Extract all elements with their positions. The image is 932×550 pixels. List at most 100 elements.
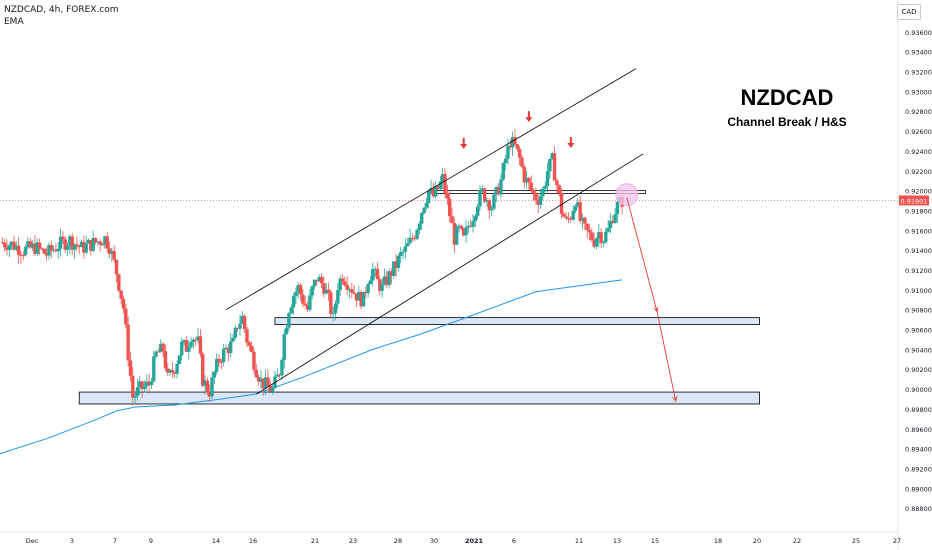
candle-body	[58, 236, 63, 249]
candle-body	[238, 323, 242, 329]
candle-body	[534, 193, 538, 200]
candle-body	[345, 284, 349, 290]
candle-body	[552, 153, 557, 181]
candle-body	[373, 268, 377, 270]
candle-body	[131, 375, 135, 398]
candle-body	[114, 259, 119, 275]
candle-body	[340, 278, 345, 282]
candle-body	[613, 214, 617, 223]
indicator-label[interactable]: EMA	[4, 17, 24, 27]
candle-body	[331, 313, 335, 315]
candle-body	[2, 242, 7, 248]
candle-body	[475, 206, 480, 216]
time-tick-label: Dec	[26, 537, 39, 545]
candle-body	[35, 242, 39, 254]
candle-body	[319, 277, 324, 284]
candle-body	[513, 137, 517, 145]
candle-body	[249, 345, 254, 352]
candle-body	[19, 254, 23, 256]
candle-body	[84, 243, 88, 253]
candle-body	[615, 201, 620, 215]
candle-body	[364, 291, 368, 294]
candle-body	[240, 315, 245, 324]
candle-body	[441, 174, 445, 182]
price-tick-label: 0.89800	[905, 406, 932, 414]
candle-body	[517, 148, 522, 158]
candle-body	[26, 241, 30, 247]
candle-body	[527, 177, 531, 183]
candle-body	[289, 307, 293, 314]
candle-body	[506, 145, 510, 159]
candle-body	[112, 250, 116, 260]
candle-body	[580, 217, 585, 221]
candle-body	[159, 343, 163, 353]
candle-body	[70, 236, 74, 250]
candle-body	[499, 179, 503, 195]
candle-body	[126, 324, 130, 361]
candle-body	[121, 298, 126, 309]
candle-body	[9, 241, 14, 246]
candle-body	[389, 271, 394, 276]
support-zone	[274, 317, 760, 325]
candle-body	[56, 248, 60, 252]
candle-body	[555, 180, 559, 186]
time-tick-label: 30	[430, 537, 438, 545]
candle-body	[231, 337, 235, 342]
candle-body	[252, 351, 256, 370]
price-tick-label: 0.91600	[905, 227, 932, 235]
candle-body	[357, 291, 361, 301]
time-tick-label: 27	[893, 537, 901, 545]
time-tick-label: 18	[714, 537, 722, 545]
price-tick-label: 0.91800	[905, 207, 932, 215]
candle-body	[541, 188, 545, 197]
candle-body	[454, 226, 459, 245]
candle-body	[177, 355, 182, 364]
price-tick-label: 0.93400	[905, 49, 932, 57]
candle-body	[142, 386, 147, 390]
candle-body	[163, 351, 168, 369]
candle-body	[347, 289, 352, 291]
candle-body	[294, 291, 298, 297]
candle-body	[277, 374, 282, 376]
candle-body	[531, 190, 536, 194]
candle-body	[406, 243, 410, 247]
candle-body	[387, 271, 391, 286]
candle-body	[350, 289, 354, 293]
currency-button[interactable]: CAD	[897, 4, 921, 20]
candle-body	[375, 268, 380, 280]
time-tick-label: 13	[613, 537, 621, 545]
candle-body	[119, 290, 123, 299]
candle-body	[33, 243, 37, 254]
candle-body	[189, 341, 193, 347]
candle-body	[420, 213, 424, 224]
candle-body	[487, 200, 491, 211]
price-tick-label: 0.90400	[905, 346, 932, 354]
candle-body	[42, 248, 46, 254]
candle-body	[91, 237, 95, 251]
candle-body	[338, 278, 342, 291]
candle-body	[93, 237, 98, 243]
candle-body	[315, 279, 319, 282]
candle-body	[450, 216, 454, 224]
candle-body	[54, 249, 58, 252]
candle-body	[65, 245, 70, 250]
candle-body	[543, 185, 547, 189]
price-tick-label: 0.88800	[905, 505, 932, 513]
drawing-layer	[225, 68, 678, 403]
candle-body	[604, 231, 608, 243]
candle-body	[47, 245, 51, 256]
time-tick-label: 21	[311, 537, 319, 545]
candle-body	[571, 210, 575, 220]
candle-body	[382, 276, 387, 284]
time-tick-label: 28	[394, 537, 402, 545]
time-tick-label: 2021	[465, 537, 484, 545]
candle-body	[86, 239, 91, 244]
candle-body	[21, 254, 25, 256]
candle-body	[578, 202, 582, 221]
candle-body	[492, 194, 496, 209]
candle-body	[79, 241, 84, 248]
candle-body	[597, 232, 601, 239]
candle-body	[191, 339, 196, 342]
candle-body	[590, 232, 594, 241]
